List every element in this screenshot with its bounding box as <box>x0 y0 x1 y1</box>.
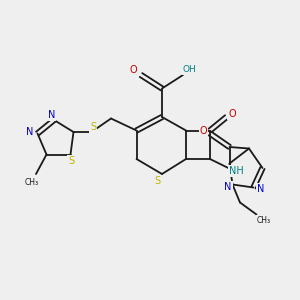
Text: S: S <box>90 122 96 132</box>
Text: CH₃: CH₃ <box>24 178 39 187</box>
Text: O: O <box>228 109 236 119</box>
Text: N: N <box>26 127 34 137</box>
Text: OH: OH <box>183 65 196 74</box>
Text: S: S <box>68 156 74 166</box>
Text: O: O <box>200 125 207 136</box>
Text: O: O <box>130 64 137 75</box>
Text: CH₃: CH₃ <box>257 216 271 225</box>
Text: N: N <box>257 184 265 194</box>
Text: S: S <box>154 176 160 186</box>
Text: N: N <box>48 110 55 120</box>
Text: NH: NH <box>229 166 244 176</box>
Text: N: N <box>224 182 232 193</box>
